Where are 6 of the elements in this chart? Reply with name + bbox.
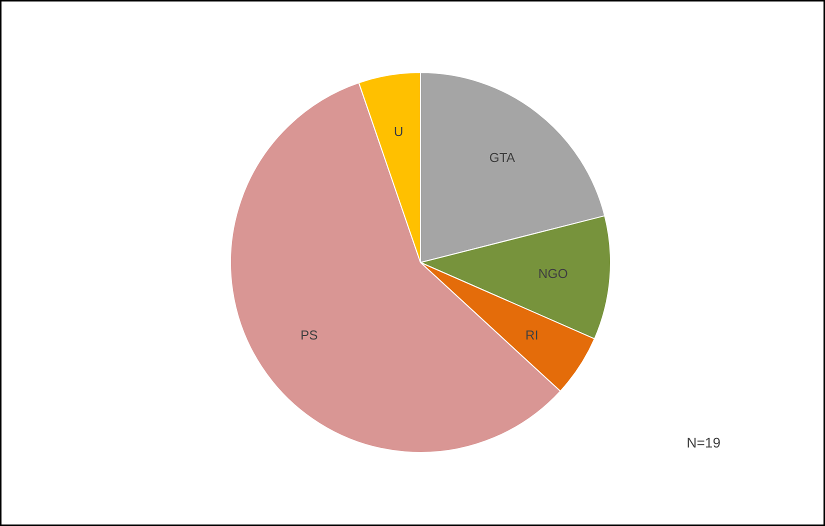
slice-label: RI	[525, 328, 538, 343]
slice-label: NGO	[538, 266, 568, 281]
slice-label: U	[394, 124, 404, 139]
slice-label: GTA	[489, 150, 516, 166]
slice-label: PS	[300, 328, 318, 343]
text: N=19	[686, 434, 721, 450]
